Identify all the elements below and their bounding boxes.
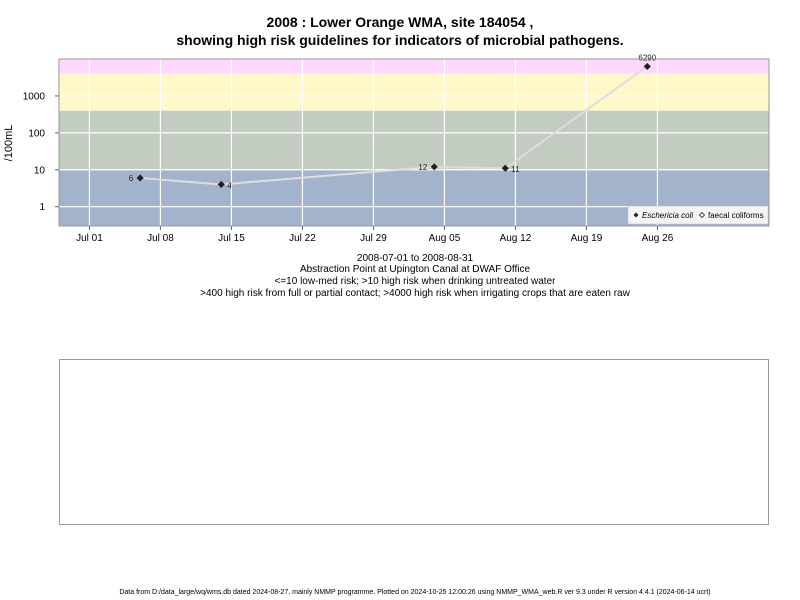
x-tick-label-0: Jul 01 <box>76 233 103 244</box>
data-label-0-1: 4 <box>227 181 232 190</box>
risk-note-2: >400 high risk from full or partial cont… <box>200 288 630 299</box>
data-point-0-1 <box>217 180 225 189</box>
data-points <box>136 62 651 189</box>
y-axis: 1 10 100 1000 <box>23 91 59 213</box>
x-axis: Jul 01 Jul 08 Jul 15 Jul 22 Jul 29 Aug 05 Aug … <box>76 226 674 244</box>
date-range-text: 2008-07-01 to 2008-08-31 <box>356 253 474 264</box>
legend-marker-faecal-coliforms <box>698 211 706 219</box>
data-point-0-2 <box>430 163 438 171</box>
y-axis-label: /100mL <box>3 125 15 162</box>
x-tick-label-5: Aug 05 <box>429 233 461 244</box>
legend-marker-escherichia-coli <box>633 212 639 218</box>
x-tick-label-4: Jul 29 <box>360 233 387 244</box>
legend-label-faecal-coliforms: faecal coliforms <box>708 211 764 220</box>
legend: Eschericia coli faecal coliforms <box>627 205 769 225</box>
grid-lines <box>59 59 769 226</box>
risk-band-1 <box>59 110 769 170</box>
legend-label-escherichia-coli: Eschericia coli <box>642 211 693 220</box>
y-tick-label-2: 100 <box>28 128 45 139</box>
data-point-0-0 <box>136 174 144 182</box>
empty-plot-panel <box>59 359 769 525</box>
data-labels: 6 4 12 11 6290 <box>129 53 657 190</box>
data-label-0-4: 6290 <box>638 53 656 62</box>
y-tick-label-3: 1000 <box>23 91 46 102</box>
risk-bands <box>59 59 769 226</box>
risk-band-3 <box>59 59 769 74</box>
risk-note-1: <=10 low-med risk; >10 high risk when dr… <box>274 276 556 287</box>
x-tick-label-6: Aug 12 <box>500 233 532 244</box>
x-tick-label-1: Jul 08 <box>147 233 174 244</box>
data-point-0-3 <box>501 164 509 172</box>
data-label-0-0: 6 <box>129 174 134 183</box>
plot-frame <box>58 58 770 227</box>
y-tick-label-0: 1 <box>39 202 45 213</box>
location-text: Abstraction Point at Upington Canal at D… <box>299 264 531 275</box>
legend-box <box>627 205 769 225</box>
data-label-0-3: 11 <box>511 165 520 174</box>
x-tick-label-3: Jul 22 <box>289 233 316 244</box>
data-label-0-2: 12 <box>418 163 427 172</box>
data-point-0-4 <box>643 62 651 71</box>
risk-band-2 <box>59 73 769 111</box>
footer-note: Data from D:/data_large/wq/wms.db dated … <box>119 589 711 596</box>
x-tick-label-8: Aug 26 <box>642 233 674 244</box>
chart-title-line-1: 2008 : Lower Orange WMA, site 184054 , <box>266 14 534 30</box>
x-tick-label-2: Jul 15 <box>218 233 245 244</box>
chart-title-line-2: showing high risk guidelines for indicat… <box>176 32 624 48</box>
x-tick-label-7: Aug 19 <box>571 233 603 244</box>
y-tick-label-1: 10 <box>34 165 46 176</box>
